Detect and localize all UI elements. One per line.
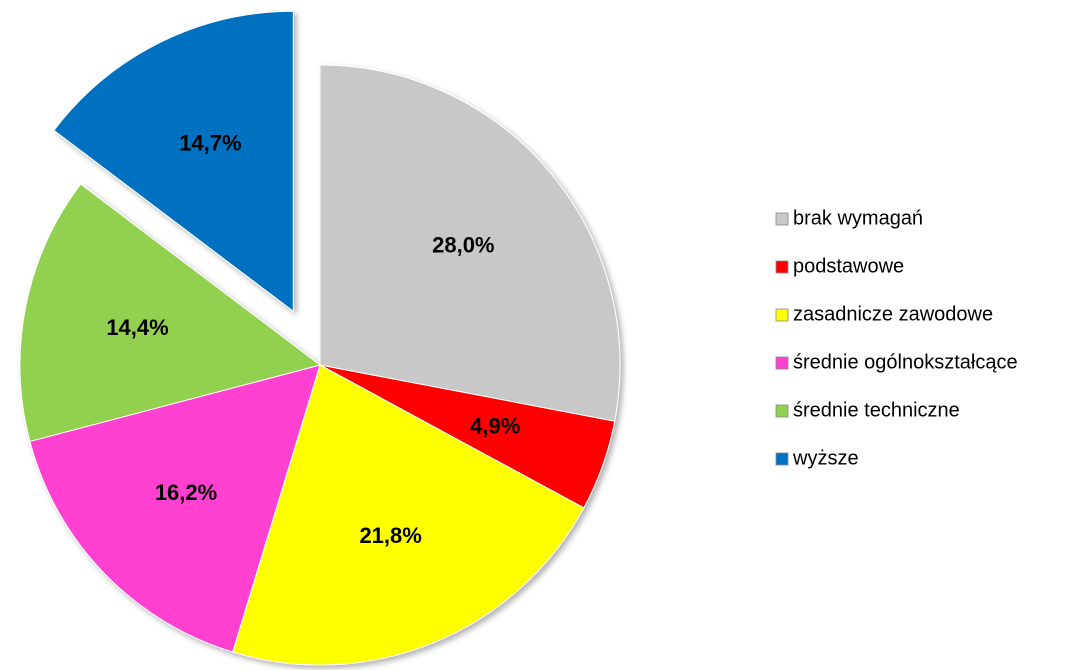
legend-label: brak wymagań xyxy=(793,207,923,229)
legend-swatch xyxy=(775,308,789,322)
legend-swatch xyxy=(775,452,789,466)
value-label: 21,8% xyxy=(359,523,421,548)
pie-slice xyxy=(53,10,294,313)
pie xyxy=(19,10,621,666)
pie-slice xyxy=(319,64,621,422)
legend-label: wyższe xyxy=(792,447,859,469)
legend-label: średnie ogólnokształcące xyxy=(793,351,1018,373)
legend-swatch xyxy=(775,212,789,226)
legend-swatch xyxy=(775,404,789,418)
legend-label: zasadnicze zawodowe xyxy=(793,303,993,325)
pie-slice xyxy=(232,364,585,666)
value-label: 14,7% xyxy=(179,131,241,156)
value-label: 4,9% xyxy=(470,413,520,438)
value-label: 14,4% xyxy=(106,315,168,340)
legend-label: podstawowe xyxy=(793,255,904,277)
legend-swatch xyxy=(775,260,789,274)
legend: brak wymagań podstawowe zasadnicze zawodow… xyxy=(775,207,1018,469)
pie-slice xyxy=(29,364,321,653)
legend-label: średnie techniczne xyxy=(793,399,960,421)
legend-swatch xyxy=(775,356,789,370)
pie-slice xyxy=(19,183,322,443)
value-label: 28,0% xyxy=(432,232,494,257)
value-labels: 28,0% 4,9% 21,8% 16,2% 14,4% 14,7% xyxy=(106,131,520,548)
value-label: 16,2% xyxy=(155,480,217,505)
